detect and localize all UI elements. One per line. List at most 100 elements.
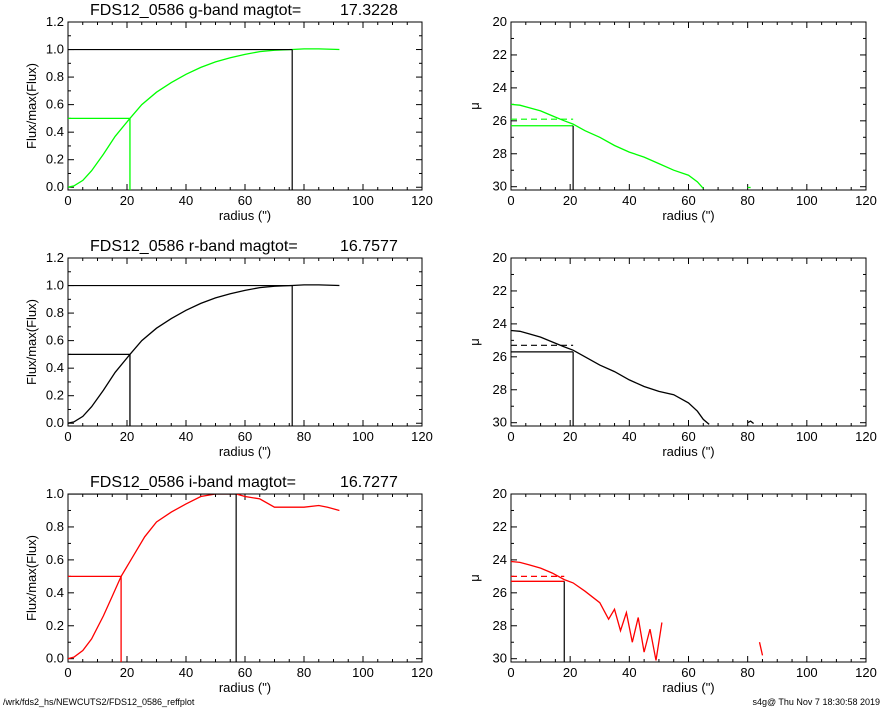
i-profile-panel: 0 20 40 60 80 100 120 20 22 24 26 28 30 radius (") μ [467, 486, 877, 695]
y-tick-label: 20 [493, 14, 507, 29]
x-tick-label: 120 [855, 429, 877, 444]
x-tick-label: 100 [352, 665, 374, 680]
x-tick-label: 40 [179, 665, 193, 680]
y-tick-label: 0.0 [46, 179, 64, 194]
plot-area [511, 560, 764, 662]
panel-title: FDS12_0586 i-band magtot= [90, 474, 296, 491]
x-tick-label: 0 [64, 193, 71, 208]
x-tick-label: 0 [507, 665, 514, 680]
y-tick-label: 0.4 [46, 360, 64, 375]
y-tick-label: 28 [493, 618, 507, 633]
x-axis-label: radius (") [662, 444, 714, 459]
plot-area [68, 284, 340, 426]
y-tick-label: 20 [493, 486, 507, 501]
y-tick-label: 0.8 [46, 69, 64, 84]
y-tick-label: 30 [493, 179, 507, 194]
y-axis-label: μ [467, 338, 482, 346]
x-tick-label: 40 [179, 193, 193, 208]
panel-title-value: 16.7577 [340, 238, 398, 255]
x-tick-label: 100 [796, 665, 818, 680]
x-tick-label: 100 [352, 193, 374, 208]
y-tick-label: 0.6 [46, 97, 64, 112]
plot-area [68, 48, 340, 190]
y-tick-label: 0.8 [46, 305, 64, 320]
growth-curve [68, 494, 340, 660]
y-tick-label: 0.8 [46, 519, 64, 534]
footer-stamp: s4g@ Thu Nov 7 18:30:58 2019 [752, 697, 880, 707]
y-axis-label: Flux/max(Flux) [24, 299, 39, 385]
x-axis-label: radius (") [219, 680, 271, 695]
profile-tail [747, 420, 755, 425]
y-tick-label: 0.2 [46, 388, 64, 403]
y-tick-label: 20 [493, 250, 507, 265]
g-growth-panel: 0 20 40 60 80 100 120 0.0 0.2 0.4 0.6 0.8 1.0 1.2 radi… [24, 2, 433, 223]
x-tick-label: 40 [179, 429, 193, 444]
i-growth-panel: 0 20 40 60 80 100 120 0.0 0.2 0.4 0.6 0.8 1.0 radius … [24, 474, 433, 695]
x-tick-label: 120 [411, 193, 433, 208]
x-tick-label: 80 [740, 429, 754, 444]
x-tick-label: 20 [120, 665, 134, 680]
x-tick-label: 40 [622, 193, 636, 208]
r-profile-panel: 0 20 40 60 80 100 120 20 22 24 26 28 30 radius (") μ [467, 250, 877, 459]
panel-title: FDS12_0586 g-band magtot= [90, 2, 301, 19]
plot-area [511, 103, 751, 190]
x-tick-label: 100 [796, 429, 818, 444]
y-tick-label: 0.4 [46, 585, 64, 600]
x-tick-label: 0 [507, 429, 514, 444]
plot-frame [67, 21, 423, 191]
x-axis-label: radius (") [219, 208, 271, 223]
profile-curve [511, 103, 704, 189]
x-axis-label: radius (") [662, 208, 714, 223]
plot-frame [510, 21, 867, 191]
y-tick-label: 22 [493, 47, 507, 62]
y-tick-label: 24 [493, 316, 507, 331]
y-axis-label: Flux/max(Flux) [24, 535, 39, 621]
x-tick-label: 80 [297, 193, 311, 208]
y-tick-label: 1.0 [46, 42, 64, 57]
y-tick-label: 22 [493, 519, 507, 534]
g-profile-panel: 0 20 40 60 80 100 120 20 22 24 26 28 30 radius (") μ [467, 14, 877, 223]
y-tick-label: 0.4 [46, 124, 64, 139]
y-tick-label: 26 [493, 349, 507, 364]
x-axis-label: radius (") [662, 680, 714, 695]
x-tick-label: 20 [563, 665, 577, 680]
x-tick-label: 60 [681, 193, 695, 208]
y-tick-label: 28 [493, 382, 507, 397]
x-tick-label: 100 [352, 429, 374, 444]
y-axis-label: μ [467, 574, 482, 582]
plot-area [68, 494, 340, 662]
x-tick-label: 60 [681, 665, 695, 680]
profile-curve [511, 560, 663, 661]
profile-curve [511, 329, 710, 425]
panel-title-value: 16.7277 [340, 474, 398, 491]
x-tick-label: 100 [796, 193, 818, 208]
profile-tail [758, 642, 764, 656]
y-tick-label: 0.0 [46, 651, 64, 666]
panel-title: FDS12_0586 r-band magtot= [90, 238, 298, 255]
y-tick-label: 24 [493, 80, 507, 95]
x-tick-label: 120 [411, 429, 433, 444]
y-tick-label: 0.2 [46, 618, 64, 633]
y-tick-label: 1.0 [46, 486, 64, 501]
x-tick-label: 80 [740, 193, 754, 208]
y-tick-label: 0.2 [46, 152, 64, 167]
y-tick-label: 28 [493, 146, 507, 161]
x-tick-label: 0 [64, 665, 71, 680]
x-tick-label: 60 [238, 193, 252, 208]
y-tick-label: 26 [493, 585, 507, 600]
x-tick-label: 20 [563, 429, 577, 444]
x-tick-label: 80 [740, 665, 754, 680]
x-tick-label: 60 [681, 429, 695, 444]
y-tick-label: 30 [493, 651, 507, 666]
r-growth-panel: 0 20 40 60 80 100 120 0.0 0.2 0.4 0.6 0.8 1.0 1.2 radi… [24, 238, 433, 459]
plot-area [511, 329, 755, 426]
x-axis-label: radius (") [219, 444, 271, 459]
y-tick-label: 0.0 [46, 415, 64, 430]
y-tick-label: 0.6 [46, 552, 64, 567]
x-tick-label: 120 [411, 665, 433, 680]
x-tick-label: 20 [120, 429, 134, 444]
y-tick-label: 1.2 [46, 14, 64, 29]
x-tick-label: 120 [855, 193, 877, 208]
y-tick-label: 22 [493, 283, 507, 298]
plot-frame [510, 257, 867, 427]
